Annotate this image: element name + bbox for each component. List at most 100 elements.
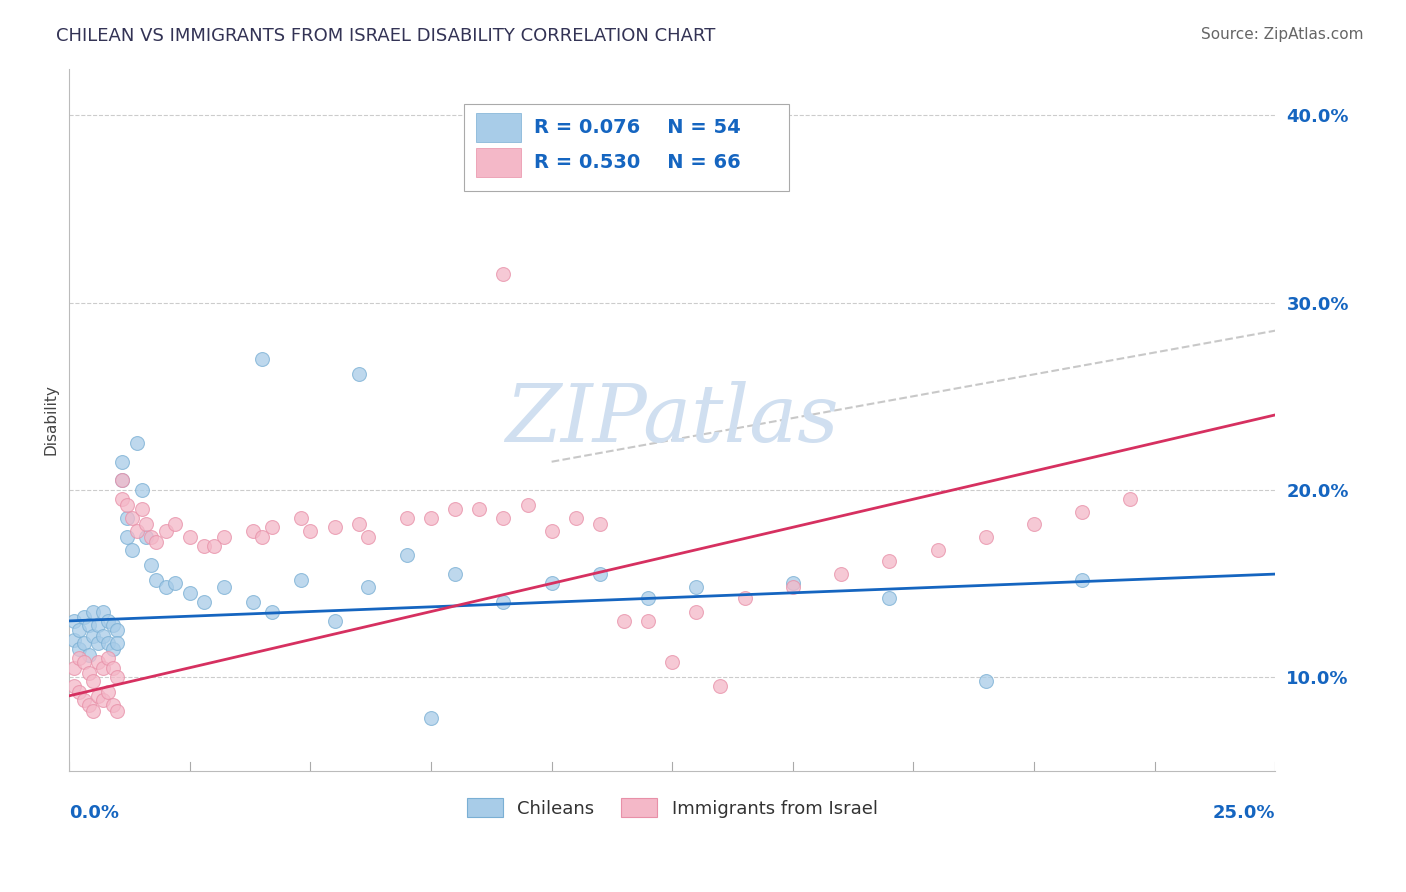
- Point: [212, 530, 235, 544]
- Point: [193, 595, 215, 609]
- Point: [97, 636, 120, 650]
- Point: [709, 680, 731, 694]
- Text: Source: ZipAtlas.com: Source: ZipAtlas.com: [1201, 27, 1364, 42]
- Point: [637, 614, 659, 628]
- Point: [111, 474, 134, 488]
- Point: [357, 530, 380, 544]
- Point: [67, 651, 90, 665]
- Point: [420, 511, 443, 525]
- Text: 0.0%: 0.0%: [69, 805, 120, 822]
- Point: [101, 617, 124, 632]
- Point: [111, 455, 134, 469]
- Point: [395, 511, 418, 525]
- Point: [202, 539, 225, 553]
- Point: [107, 704, 129, 718]
- Point: [135, 530, 157, 544]
- Point: [115, 498, 138, 512]
- Point: [260, 520, 283, 534]
- Point: [111, 492, 134, 507]
- Point: [250, 351, 273, 366]
- Point: [77, 648, 100, 662]
- Point: [193, 539, 215, 553]
- Point: [468, 501, 491, 516]
- Point: [87, 617, 110, 632]
- Point: [927, 542, 949, 557]
- Point: [165, 516, 187, 531]
- Point: [91, 629, 114, 643]
- Point: [879, 591, 901, 606]
- Point: [492, 511, 515, 525]
- Point: [347, 516, 370, 531]
- Point: [63, 614, 86, 628]
- Point: [260, 605, 283, 619]
- Point: [492, 268, 515, 282]
- Point: [101, 698, 124, 713]
- Text: 25.0%: 25.0%: [1213, 805, 1275, 822]
- Point: [734, 591, 756, 606]
- Point: [685, 580, 707, 594]
- Point: [661, 655, 683, 669]
- Point: [165, 576, 187, 591]
- Point: [1022, 516, 1045, 531]
- Point: [91, 605, 114, 619]
- Point: [115, 530, 138, 544]
- Point: [77, 698, 100, 713]
- Point: [1071, 505, 1094, 519]
- Point: [77, 617, 100, 632]
- Point: [73, 692, 96, 706]
- Point: [395, 549, 418, 563]
- Y-axis label: Disability: Disability: [44, 384, 58, 455]
- Point: [111, 474, 134, 488]
- Point: [82, 605, 104, 619]
- Point: [492, 595, 515, 609]
- Text: R = 0.076    N = 54: R = 0.076 N = 54: [533, 118, 741, 137]
- Point: [63, 680, 86, 694]
- Point: [145, 535, 167, 549]
- Point: [121, 542, 143, 557]
- Point: [63, 632, 86, 647]
- Point: [637, 591, 659, 606]
- Point: [97, 685, 120, 699]
- Point: [145, 573, 167, 587]
- Point: [125, 524, 148, 538]
- Point: [290, 511, 312, 525]
- Point: [107, 636, 129, 650]
- Point: [107, 624, 129, 638]
- Point: [299, 524, 322, 538]
- Point: [91, 692, 114, 706]
- Point: [974, 673, 997, 688]
- Point: [540, 576, 562, 591]
- Point: [141, 558, 163, 572]
- Point: [1071, 573, 1094, 587]
- Point: [782, 580, 804, 594]
- Point: [67, 642, 90, 657]
- Point: [87, 655, 110, 669]
- Point: [82, 704, 104, 718]
- Point: [444, 501, 467, 516]
- Point: [131, 483, 153, 497]
- Bar: [475, 148, 522, 178]
- Point: [77, 666, 100, 681]
- FancyBboxPatch shape: [464, 103, 789, 192]
- Point: [125, 436, 148, 450]
- Point: [782, 576, 804, 591]
- Point: [685, 605, 707, 619]
- Point: [135, 516, 157, 531]
- Point: [91, 661, 114, 675]
- Point: [974, 530, 997, 544]
- Point: [323, 520, 346, 534]
- Point: [420, 711, 443, 725]
- Point: [589, 516, 612, 531]
- Point: [290, 573, 312, 587]
- Point: [63, 661, 86, 675]
- Point: [87, 689, 110, 703]
- Point: [107, 670, 129, 684]
- Point: [516, 498, 538, 512]
- Point: [155, 524, 177, 538]
- Point: [212, 580, 235, 594]
- Point: [357, 580, 380, 594]
- Point: [101, 642, 124, 657]
- Point: [67, 624, 90, 638]
- Point: [1119, 492, 1142, 507]
- Bar: [475, 112, 522, 142]
